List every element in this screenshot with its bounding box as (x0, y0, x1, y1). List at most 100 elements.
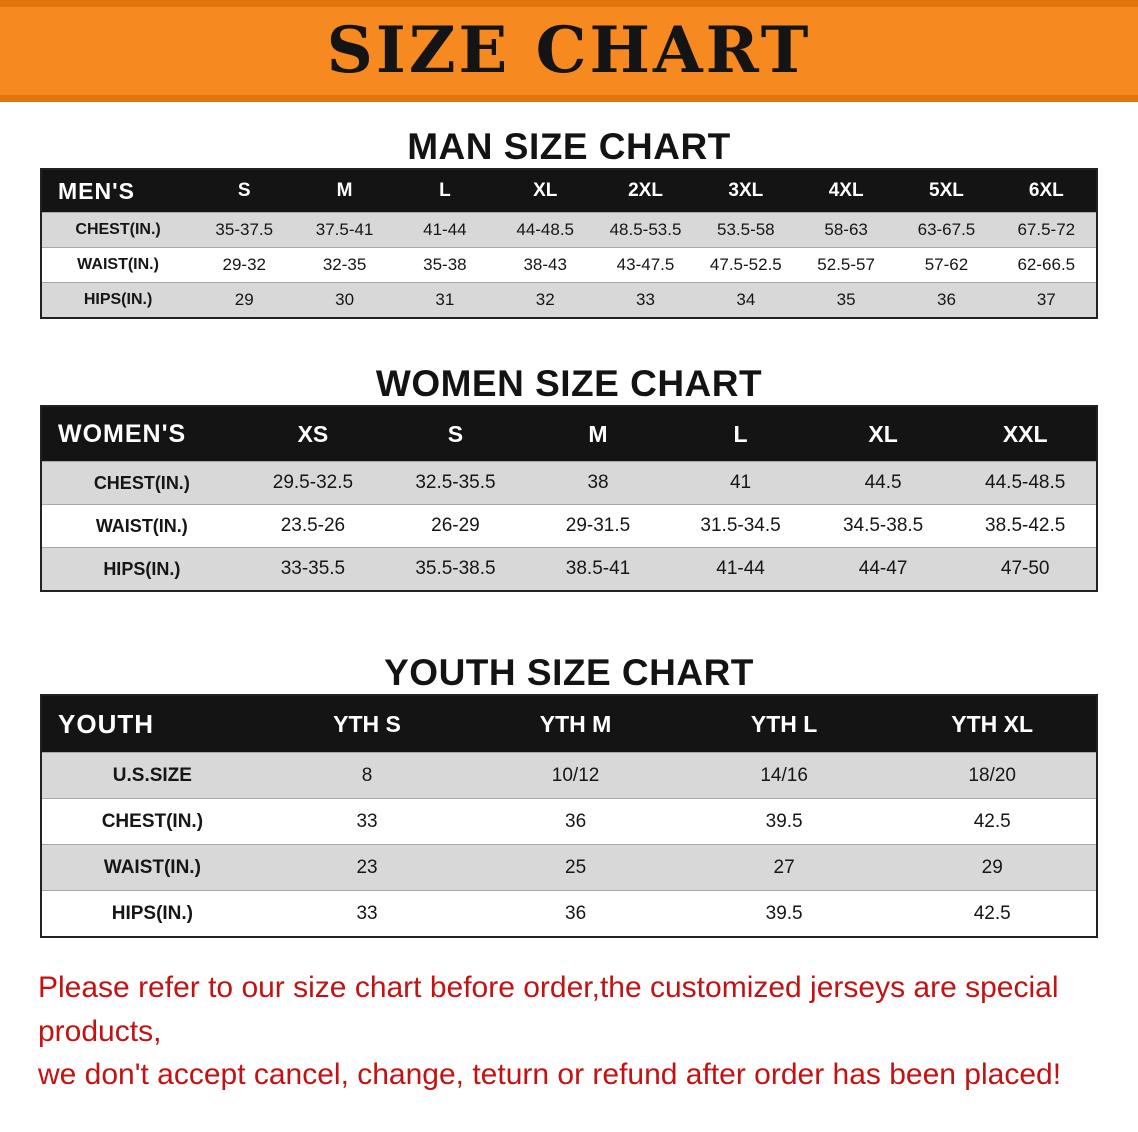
measure-cell: 31 (394, 282, 496, 318)
womens-size-table: WOMEN'S XS S M L XL XXL CHEST(IN.) 29.5-… (40, 405, 1098, 592)
size-header-cell: M (526, 406, 670, 462)
measure-cell: 38-43 (495, 247, 596, 283)
measure-cell: 29 (194, 282, 295, 318)
measure-cell: 35.5-38.5 (384, 547, 527, 591)
mens-waist-row: WAIST(IN.) 29-32 32-35 35-38 38-43 43-47… (41, 247, 1097, 283)
measure-cell: 34.5-38.5 (811, 504, 955, 548)
measure-cell: 42.5 (888, 798, 1097, 845)
measure-cell: 36 (471, 798, 680, 845)
measure-cell: 36 (471, 890, 680, 937)
womens-chest-row: CHEST(IN.) 29.5-32.5 32.5-35.5 38 41 44.… (41, 461, 1097, 505)
size-header-cell: 4XL (795, 169, 897, 213)
measure-cell: 34 (695, 282, 796, 318)
measure-cell: 27 (679, 844, 889, 891)
womens-header-row: WOMEN'S XS S M L XL XXL (41, 406, 1097, 462)
measure-cell: 35-38 (394, 247, 496, 283)
measure-cell: 58-63 (795, 212, 897, 248)
measure-cell: 41-44 (669, 547, 812, 591)
youth-chest-row: CHEST(IN.) 33 36 39.5 42.5 (41, 798, 1097, 845)
measure-cell: 63-67.5 (896, 212, 997, 248)
measure-cell: 18/20 (888, 752, 1097, 799)
measure-cell: 42.5 (888, 890, 1097, 937)
measure-cell: 8 (262, 752, 472, 799)
measure-cell: 23 (262, 844, 472, 891)
row-label: HIPS(IN.) (41, 282, 195, 318)
measure-cell: 67.5-72 (996, 212, 1097, 248)
mens-corner-label: MEN'S (41, 169, 195, 213)
measure-cell: 33 (595, 282, 696, 318)
measure-cell: 44.5 (811, 461, 955, 505)
youth-ussize-row: U.S.SIZE 8 10/12 14/16 18/20 (41, 752, 1097, 799)
measure-cell: 29-32 (194, 247, 295, 283)
measure-cell: 38.5-41 (526, 547, 670, 591)
size-header-cell: S (384, 406, 527, 462)
measure-cell: 32 (495, 282, 596, 318)
row-label: CHEST(IN.) (41, 461, 242, 505)
measure-cell: 14/16 (679, 752, 889, 799)
order-policy-line-2: we don't accept cancel, change, teturn o… (38, 1058, 1062, 1091)
womens-waist-row: WAIST(IN.) 23.5-26 26-29 29-31.5 31.5-34… (41, 504, 1097, 548)
size-chart-banner: SIZE CHART (0, 0, 1138, 102)
measure-cell: 32-35 (294, 247, 395, 283)
banner-title: SIZE CHART (326, 13, 812, 88)
measure-cell: 36 (896, 282, 997, 318)
measure-cell: 39.5 (679, 890, 889, 937)
size-header-cell: 3XL (695, 169, 796, 213)
row-label: U.S.SIZE (41, 752, 263, 799)
measure-cell: 38.5-42.5 (954, 504, 1097, 548)
youth-header-row: YOUTH YTH S YTH M YTH L YTH XL (41, 695, 1097, 753)
measure-cell: 33 (262, 798, 472, 845)
youth-corner-label: YOUTH (41, 695, 263, 753)
size-header-cell: 6XL (996, 169, 1097, 213)
size-header-cell: L (394, 169, 496, 213)
measure-cell: 53.5-58 (695, 212, 796, 248)
size-header-cell: L (669, 406, 812, 462)
measure-cell: 29-31.5 (526, 504, 670, 548)
size-header-cell: YTH L (679, 695, 889, 753)
size-header-cell: S (194, 169, 295, 213)
measure-cell: 48.5-53.5 (595, 212, 696, 248)
mens-hips-row: HIPS(IN.) 29 30 31 32 33 34 35 36 37 (41, 282, 1097, 318)
youth-size-table: YOUTH YTH S YTH M YTH L YTH XL U.S.SIZE … (40, 694, 1098, 938)
measure-cell: 10/12 (471, 752, 680, 799)
size-header-cell: XL (811, 406, 955, 462)
row-label: WAIST(IN.) (41, 247, 195, 283)
measure-cell: 29.5-32.5 (241, 461, 385, 505)
row-label: WAIST(IN.) (41, 504, 242, 548)
women-section-heading: WOMEN SIZE CHART (375, 363, 763, 404)
size-header-cell: YTH S (262, 695, 472, 753)
youth-waist-row: WAIST(IN.) 23 25 27 29 (41, 844, 1097, 891)
measure-cell: 33 (262, 890, 472, 937)
size-header-cell: XXL (954, 406, 1097, 462)
measure-cell: 41-44 (394, 212, 496, 248)
mens-header-row: MEN'S S M L XL 2XL 3XL 4XL 5XL 6XL (41, 169, 1097, 213)
row-label: HIPS(IN.) (41, 547, 242, 591)
measure-cell: 47-50 (954, 547, 1097, 591)
row-label: WAIST(IN.) (41, 844, 263, 891)
row-label: CHEST(IN.) (41, 798, 263, 845)
measure-cell: 44-47 (811, 547, 955, 591)
size-header-cell: YTH M (471, 695, 680, 753)
size-header-cell: 5XL (896, 169, 997, 213)
measure-cell: 25 (471, 844, 680, 891)
measure-cell: 30 (294, 282, 395, 318)
size-header-cell: M (294, 169, 395, 213)
size-header-cell: 2XL (595, 169, 696, 213)
measure-cell: 39.5 (679, 798, 889, 845)
measure-cell: 26-29 (384, 504, 527, 548)
measure-cell: 31.5-34.5 (669, 504, 812, 548)
man-section-heading: MAN SIZE CHART (407, 126, 731, 167)
mens-size-table: MEN'S S M L XL 2XL 3XL 4XL 5XL 6XL CHEST… (40, 168, 1098, 319)
measure-cell: 37 (996, 282, 1097, 318)
measure-cell: 44-48.5 (495, 212, 596, 248)
order-policy-note: Please refer to our size chart before or… (38, 966, 1100, 1097)
measure-cell: 43-47.5 (595, 247, 696, 283)
measure-cell: 47.5-52.5 (695, 247, 796, 283)
measure-cell: 44.5-48.5 (954, 461, 1097, 505)
measure-cell: 57-62 (896, 247, 997, 283)
measure-cell: 38 (526, 461, 670, 505)
row-label: HIPS(IN.) (41, 890, 263, 937)
measure-cell: 23.5-26 (241, 504, 385, 548)
measure-cell: 29 (888, 844, 1097, 891)
measure-cell: 35 (795, 282, 897, 318)
